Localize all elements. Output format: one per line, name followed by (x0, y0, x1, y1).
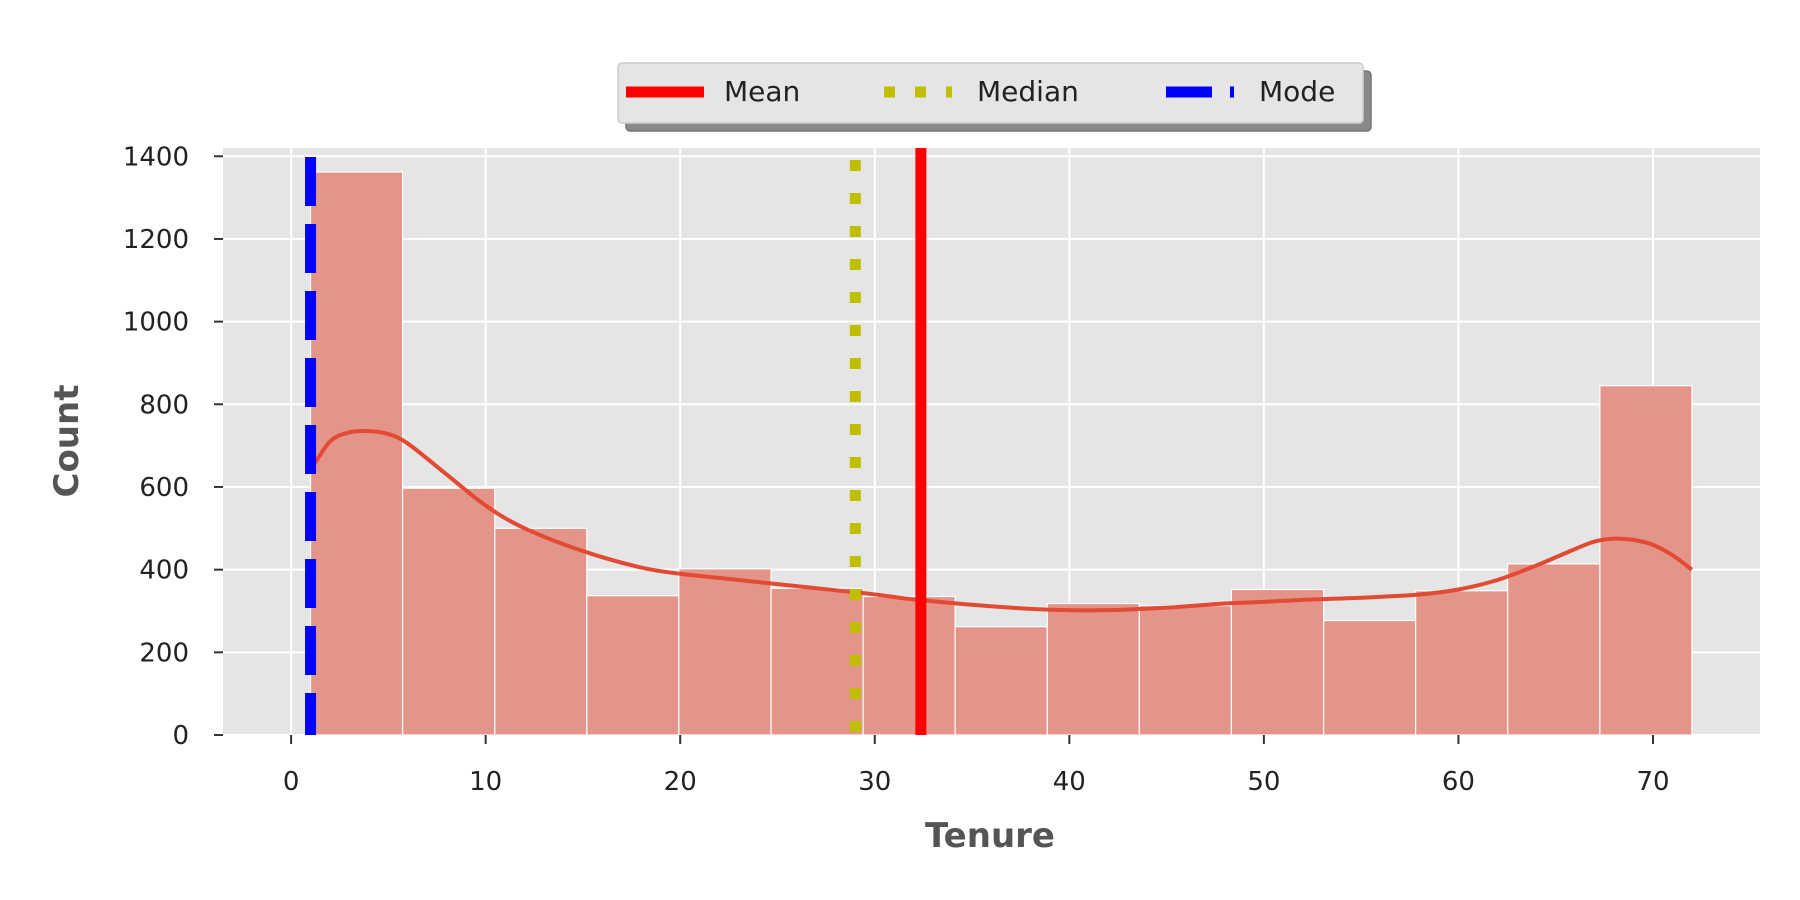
y-axis-title: Count (47, 385, 87, 498)
legend-label-mode: Mode (1259, 75, 1335, 108)
x-tick-label: 0 (283, 767, 300, 797)
y-tick-label: 400 (139, 556, 189, 586)
x-tick-label: 60 (1442, 767, 1475, 797)
y-tick-label: 1200 (123, 225, 189, 255)
histogram-bar (586, 595, 680, 736)
histogram-bar (1046, 602, 1140, 736)
x-tick-label: 20 (664, 767, 697, 797)
y-axis-ticks: 0 200 400 600 800 1000 1200 1400 (123, 142, 223, 751)
legend-item-median: Median (884, 75, 1079, 108)
histogram-bar (862, 595, 956, 736)
histogram-bar (309, 171, 404, 736)
y-tick-label: 0 (172, 721, 189, 751)
kde-curve (308, 428, 1694, 613)
x-tick-label: 70 (1636, 767, 1669, 797)
x-tick-label: 10 (469, 767, 502, 797)
legend-label-median: Median (977, 75, 1079, 108)
y-tick-label: 600 (139, 473, 189, 503)
legend-label-mean: Mean (724, 75, 800, 108)
histogram-bar (401, 487, 496, 736)
y-tick-label: 800 (139, 390, 189, 420)
y-tick-label: 1000 (123, 308, 189, 338)
histogram-bar (1230, 588, 1325, 736)
x-axis-title: Tenure (925, 816, 1055, 856)
histogram-bar (494, 527, 588, 736)
y-tick-label: 1400 (123, 142, 189, 172)
legend-item-mean: Mean (626, 75, 800, 108)
reference-lines (305, 148, 927, 735)
histogram-bar (1138, 605, 1232, 736)
legend-item-mode: Mode (1166, 75, 1335, 108)
legend-box (617, 62, 1364, 124)
histogram-bar (1323, 619, 1417, 736)
histogram-bar (678, 568, 772, 736)
x-tick-label: 50 (1247, 767, 1280, 797)
kde-curve-group (308, 428, 1694, 613)
x-tick-label: 40 (1053, 767, 1086, 797)
histogram-bar (1507, 563, 1601, 736)
x-axis-ticks: 0 10 20 30 40 50 60 70 (283, 735, 1670, 797)
histogram-bar (954, 626, 1048, 736)
y-tick-label: 200 (139, 638, 189, 668)
histogram-bars (309, 171, 1693, 736)
x-tick-label: 30 (858, 767, 891, 797)
legend: Mean Median Mode (617, 62, 1372, 132)
histogram-bar (1415, 590, 1509, 736)
histogram-bar (770, 587, 864, 736)
